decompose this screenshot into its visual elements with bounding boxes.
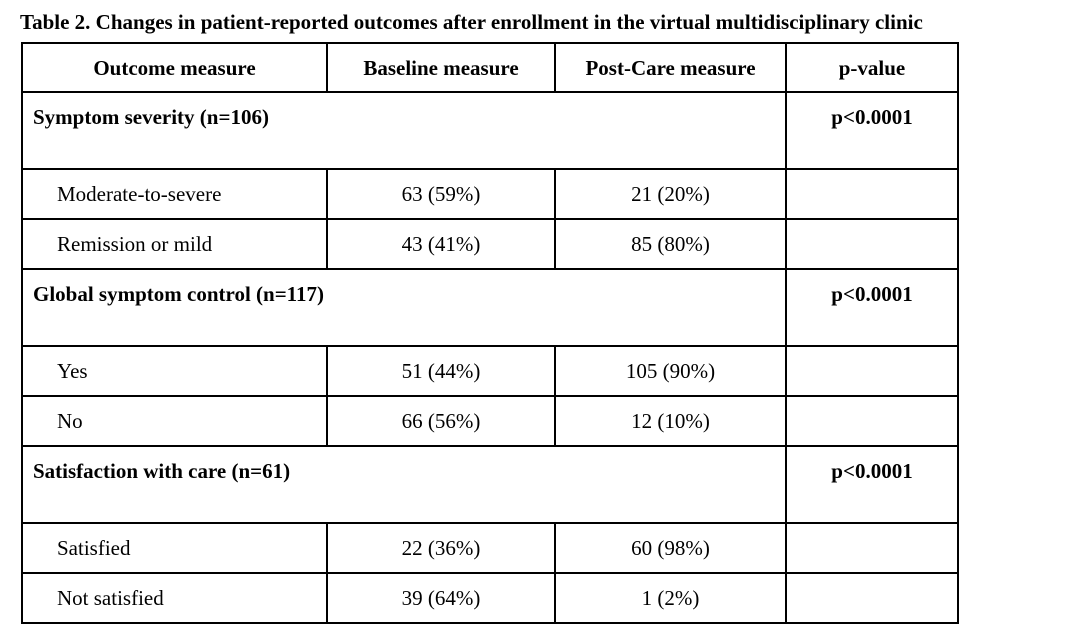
table-row: Not satisfied 39 (64%) 1 (2%) [21, 572, 959, 624]
empty-p-cell [785, 218, 959, 270]
post-care-value: 1 (2%) [554, 572, 787, 624]
empty-p-cell [785, 345, 959, 397]
post-care-value: 85 (80%) [554, 218, 787, 270]
group-row-symptom-severity: Symptom severity (n=106) p<0.0001 [21, 91, 959, 170]
outcomes-table: Outcome measure Baseline measure Post-Ca… [21, 42, 959, 624]
header-p-value: p-value [785, 42, 959, 93]
table-row: Moderate-to-severe 63 (59%) 21 (20%) [21, 168, 959, 220]
row-label: Satisfied [21, 522, 328, 574]
group-label: Symptom severity (n=106) [21, 91, 787, 170]
row-label: Remission or mild [21, 218, 328, 270]
baseline-value: 63 (59%) [326, 168, 556, 220]
post-care-value: 105 (90%) [554, 345, 787, 397]
group-p-value: p<0.0001 [785, 91, 959, 170]
group-row-satisfaction-with-care: Satisfaction with care (n=61) p<0.0001 [21, 445, 959, 524]
post-care-value: 12 (10%) [554, 395, 787, 447]
header-baseline-measure: Baseline measure [326, 42, 556, 93]
header-outcome-measure: Outcome measure [21, 42, 328, 93]
row-label: No [21, 395, 328, 447]
row-label: Not satisfied [21, 572, 328, 624]
table-header-row: Outcome measure Baseline measure Post-Ca… [21, 42, 959, 93]
table-row: Yes 51 (44%) 105 (90%) [21, 345, 959, 397]
baseline-value: 39 (64%) [326, 572, 556, 624]
table-row: Satisfied 22 (36%) 60 (98%) [21, 522, 959, 574]
empty-p-cell [785, 522, 959, 574]
baseline-value: 51 (44%) [326, 345, 556, 397]
group-row-global-symptom-control: Global symptom control (n=117) p<0.0001 [21, 268, 959, 347]
group-p-value: p<0.0001 [785, 268, 959, 347]
group-label: Satisfaction with care (n=61) [21, 445, 787, 524]
post-care-value: 60 (98%) [554, 522, 787, 574]
table-row: No 66 (56%) 12 (10%) [21, 395, 959, 447]
group-p-value: p<0.0001 [785, 445, 959, 524]
baseline-value: 43 (41%) [326, 218, 556, 270]
empty-p-cell [785, 572, 959, 624]
table-caption: Table 2. Changes in patient-reported out… [20, 10, 923, 34]
baseline-value: 66 (56%) [326, 395, 556, 447]
group-label: Global symptom control (n=117) [21, 268, 787, 347]
empty-p-cell [785, 168, 959, 220]
empty-p-cell [785, 395, 959, 447]
table-row: Remission or mild 43 (41%) 85 (80%) [21, 218, 959, 270]
header-post-care-measure: Post-Care measure [554, 42, 787, 93]
row-label: Yes [21, 345, 328, 397]
baseline-value: 22 (36%) [326, 522, 556, 574]
post-care-value: 21 (20%) [554, 168, 787, 220]
row-label: Moderate-to-severe [21, 168, 328, 220]
